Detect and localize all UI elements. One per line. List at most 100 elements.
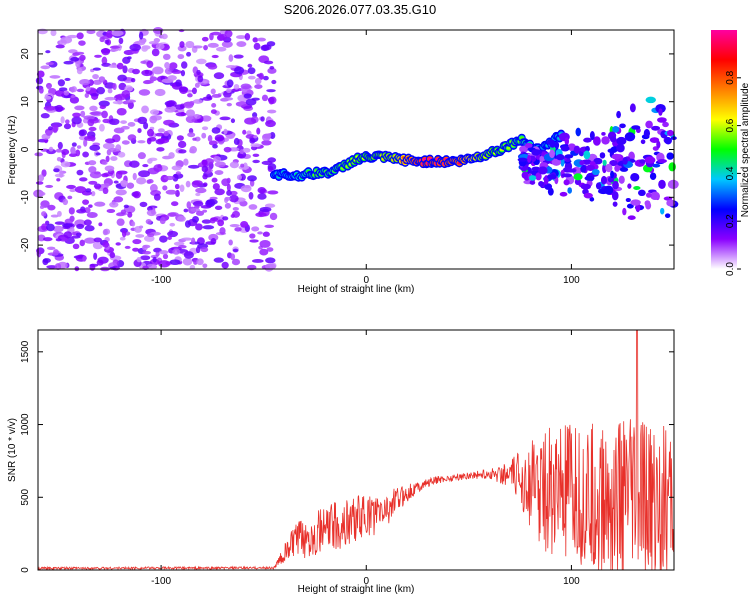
heatmap-cell [267, 190, 279, 195]
heatmap-cell [549, 141, 556, 148]
heatmap-cell [153, 164, 163, 172]
heatmap-cell [167, 230, 179, 238]
heatmap-cell [645, 120, 653, 129]
heatmap-cell [551, 158, 562, 166]
heatmap-cell [145, 218, 152, 225]
heatmap-cell [46, 85, 52, 90]
heatmap-cell [265, 120, 276, 128]
heatmap-cell [611, 191, 619, 201]
heatmap-cell [36, 249, 42, 258]
heatmap-cell [120, 209, 127, 215]
heatmap-cell [658, 108, 663, 116]
heatmap-cell [102, 187, 109, 195]
heatmap-cell [85, 188, 92, 193]
heatmap-cell [210, 109, 217, 114]
heatmap-cell [82, 199, 90, 205]
heatmap-cell [167, 212, 177, 217]
heatmap-cell [47, 126, 53, 131]
heatmap-cell [249, 233, 256, 239]
heatmap-cell [224, 196, 231, 201]
heatmap-cell [83, 115, 95, 120]
heatmap-cell [169, 259, 181, 266]
heatmap-cell [141, 45, 149, 52]
heatmap-cell [631, 125, 641, 130]
heatmap-cell [206, 198, 218, 205]
heatmap-cell [524, 142, 533, 149]
heatmap-cell [233, 54, 244, 59]
heatmap-cell [88, 204, 93, 208]
heatmap-cell [45, 130, 53, 137]
heatmap-cell [224, 30, 233, 38]
heatmap-cell [57, 210, 62, 217]
heatmap-cell [118, 37, 124, 45]
heatmap-cell [260, 44, 270, 52]
heatmap-cell [152, 256, 157, 263]
heatmap-cell [154, 88, 166, 97]
heatmap-cell [159, 250, 169, 255]
snr-x-tick-label: -100 [151, 576, 171, 587]
heatmap-cell [123, 204, 130, 209]
heatmap-cell [210, 31, 222, 36]
heatmap-cell [45, 62, 54, 66]
heatmap-cell [163, 130, 169, 137]
heatmap-cell [63, 123, 72, 130]
heatmap-cell [38, 87, 44, 94]
heatmap-cell [71, 231, 77, 236]
heatmap-cell [177, 140, 187, 149]
heatmap-cell [146, 263, 158, 270]
heatmap-cell [104, 39, 110, 45]
heatmap-cell [113, 196, 124, 203]
heatmap-cell [230, 118, 236, 124]
heatmap-cell [517, 157, 528, 162]
heatmap-cell [231, 258, 241, 266]
snr-series-line [37, 329, 675, 571]
heatmap-cell [76, 67, 83, 75]
heatmap-cell [202, 209, 208, 213]
spectrogram-x-tick-label: -100 [151, 275, 171, 286]
heatmap-cell [84, 237, 96, 244]
heatmap-cell [269, 65, 275, 70]
heatmap-cell [225, 64, 237, 69]
heatmap-cell [117, 151, 126, 158]
heatmap-cell [229, 161, 239, 169]
heatmap-cell [121, 90, 131, 99]
heatmap-cell [253, 135, 258, 139]
heatmap-cell [616, 143, 625, 153]
heatmap-cell [162, 253, 169, 260]
heatmap-cell [650, 191, 660, 201]
heatmap-cell [41, 211, 47, 217]
heatmap-cell [249, 239, 259, 243]
snr-y-tick-label: 500 [20, 488, 31, 505]
heatmap-cell [575, 127, 581, 137]
heatmap-cell [83, 138, 88, 147]
heatmap-cell [101, 62, 111, 67]
heatmap-cell [216, 46, 227, 52]
heatmap-cell [76, 88, 85, 93]
heatmap-cell [171, 69, 183, 74]
heatmap-cell [247, 63, 253, 68]
heatmap-cell [627, 215, 636, 220]
heatmap-cell [142, 250, 151, 255]
heatmap-cell [108, 118, 120, 126]
heatmap-cell [538, 166, 548, 175]
snr-y-ticks: 0 500 1000 1500 [20, 340, 674, 573]
heatmap-cell [664, 137, 672, 145]
spectrogram-y-tick-label: 10 [20, 96, 31, 108]
heatmap-cell [144, 235, 155, 242]
heatmap-cell [89, 171, 102, 179]
heatmap-cell [226, 183, 231, 192]
heatmap-cell [102, 241, 110, 248]
heatmap-cell [221, 261, 229, 269]
heatmap-cell [235, 101, 248, 107]
heatmap-cell [630, 199, 641, 206]
colorbar-gradient [711, 30, 737, 269]
heatmap-cell [45, 184, 54, 188]
heatmap-cell [531, 149, 541, 156]
heatmap-cell [607, 176, 615, 183]
heatmap-cell [149, 76, 158, 82]
heatmap-cell [201, 159, 208, 167]
heatmap-cell [121, 229, 127, 238]
heatmap-cell [119, 236, 126, 241]
heatmap-cell [157, 128, 165, 133]
heatmap-cell [535, 154, 541, 160]
